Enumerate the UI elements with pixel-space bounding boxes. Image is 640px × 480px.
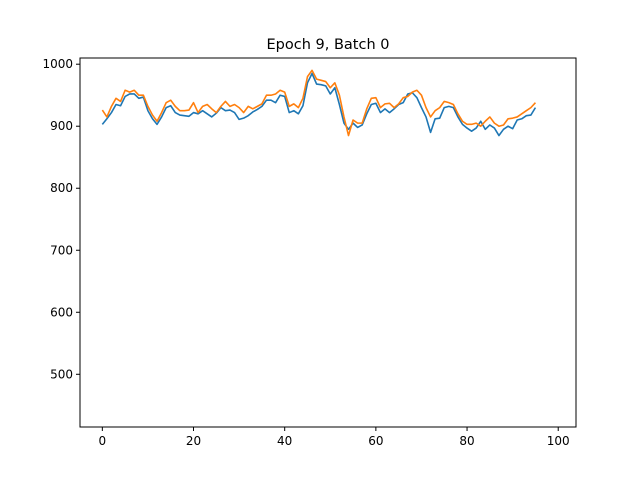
x-tick-label: 80 (459, 434, 474, 448)
plot-frame (79, 57, 577, 428)
y-tick-label: 900 (50, 119, 73, 133)
x-tick-label: 40 (277, 434, 292, 448)
axis-layer: 0 20 40 60 80 100 500 600 700 800 900 1000 (42, 57, 569, 448)
y-tick-label: 1000 (42, 57, 73, 71)
x-tick-label: 60 (368, 434, 383, 448)
series-line-2 (101, 69, 537, 137)
y-tick-label: 700 (50, 243, 73, 257)
series-layer (101, 69, 537, 137)
chart-title: Epoch 9, Batch 0 (267, 37, 390, 53)
y-tick-label: 500 (50, 367, 73, 381)
x-tick-label: 20 (186, 434, 201, 448)
y-tick-label: 800 (50, 181, 73, 195)
series-line-1 (101, 72, 537, 137)
x-tick-label: 0 (99, 434, 107, 448)
y-tick-label: 600 (50, 305, 73, 319)
x-tick-label: 100 (547, 434, 570, 448)
